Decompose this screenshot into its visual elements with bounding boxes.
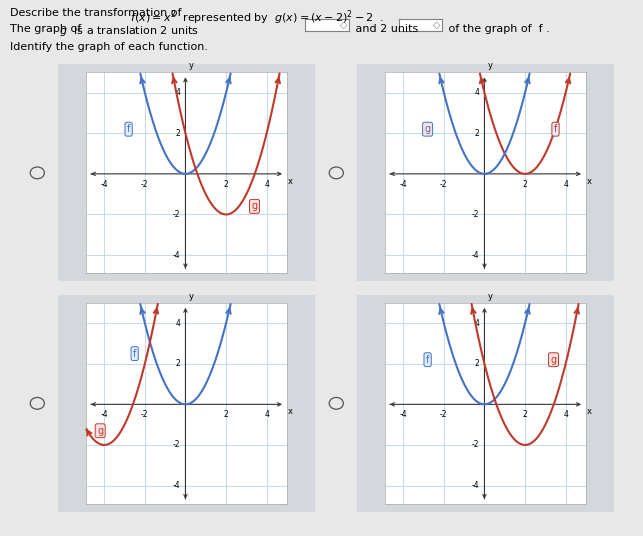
Text: g: g <box>550 355 557 364</box>
Text: 2: 2 <box>523 180 527 189</box>
Text: 4: 4 <box>563 180 568 189</box>
Text: y: y <box>487 61 493 70</box>
Text: -4: -4 <box>173 481 181 490</box>
Text: x: x <box>587 177 592 186</box>
Text: y: y <box>188 292 194 301</box>
Text: The graph of: The graph of <box>10 24 88 34</box>
Text: 2: 2 <box>176 129 181 138</box>
Text: 4: 4 <box>264 180 269 189</box>
Text: 2: 2 <box>224 180 228 189</box>
Text: 4: 4 <box>563 411 568 420</box>
Text: 4: 4 <box>475 88 480 97</box>
Text: -2: -2 <box>173 210 181 219</box>
Text: $g$  is a translation 2 units: $g$ is a translation 2 units <box>10 24 199 38</box>
Text: -2: -2 <box>141 411 149 420</box>
Text: y: y <box>188 61 194 70</box>
Text: f: f <box>127 124 131 134</box>
Text: f: f <box>554 124 557 134</box>
Text: and 2 units: and 2 units <box>352 24 419 34</box>
Text: -2: -2 <box>440 180 448 189</box>
Text: -4: -4 <box>100 180 108 189</box>
Text: f: f <box>426 355 430 364</box>
Text: 2: 2 <box>475 359 480 368</box>
Text: 4: 4 <box>475 318 480 327</box>
Text: 2: 2 <box>523 411 527 420</box>
Text: x: x <box>288 177 293 186</box>
Text: Identify the graph of each function.: Identify the graph of each function. <box>10 42 208 52</box>
Text: f: f <box>133 348 136 359</box>
Text: 2: 2 <box>475 129 480 138</box>
Text: -4: -4 <box>173 251 181 259</box>
Text: -2: -2 <box>472 441 480 450</box>
Text: -4: -4 <box>399 180 407 189</box>
Text: 4: 4 <box>176 318 181 327</box>
Text: ◇: ◇ <box>340 20 348 29</box>
Text: x: x <box>587 407 592 416</box>
Text: g: g <box>97 426 104 436</box>
Text: $f(x)=x^2$  represented by  $g(x)=(x-2)^2-2$  .: $f(x)=x^2$ represented by $g(x)=(x-2)^2-… <box>10 8 384 27</box>
Text: of the graph of  f .: of the graph of f . <box>445 24 550 34</box>
Text: y: y <box>487 292 493 301</box>
Text: -4: -4 <box>399 411 407 420</box>
Text: 2: 2 <box>176 359 181 368</box>
Text: 4: 4 <box>264 411 269 420</box>
Text: ◇: ◇ <box>433 20 441 29</box>
Text: -4: -4 <box>472 251 480 259</box>
Text: -2: -2 <box>173 441 181 450</box>
Text: x: x <box>288 407 293 416</box>
Text: g: g <box>251 202 258 211</box>
Text: 2: 2 <box>224 411 228 420</box>
Text: 4: 4 <box>176 88 181 97</box>
Text: -2: -2 <box>472 210 480 219</box>
Text: g: g <box>424 124 431 134</box>
Text: Describe the transformation of: Describe the transformation of <box>10 8 185 18</box>
Text: -4: -4 <box>472 481 480 490</box>
Text: -2: -2 <box>440 411 448 420</box>
Text: -4: -4 <box>100 411 108 420</box>
Text: -2: -2 <box>141 180 149 189</box>
